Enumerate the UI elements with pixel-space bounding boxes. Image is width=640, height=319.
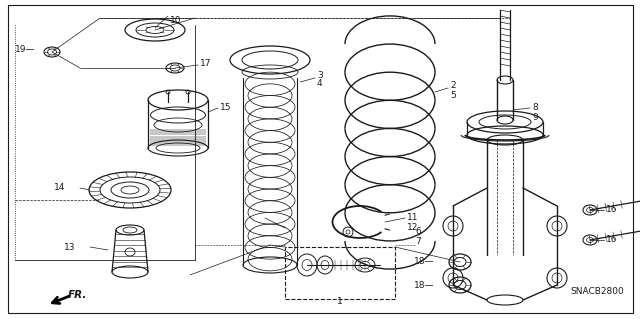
Text: 17: 17 xyxy=(200,60,211,69)
Text: 4: 4 xyxy=(317,79,323,88)
Text: 16: 16 xyxy=(606,204,618,213)
Text: 14: 14 xyxy=(54,183,65,192)
Text: 18—: 18— xyxy=(413,257,434,266)
Text: 16: 16 xyxy=(606,234,618,243)
Text: 7: 7 xyxy=(415,238,420,247)
Text: SNACB2800: SNACB2800 xyxy=(570,287,624,296)
Text: 5: 5 xyxy=(450,91,456,100)
Text: 11: 11 xyxy=(407,213,419,222)
Text: FR.: FR. xyxy=(68,290,88,300)
Text: 9: 9 xyxy=(532,113,538,122)
Bar xyxy=(285,247,395,299)
Text: 10: 10 xyxy=(170,16,182,25)
Text: 8: 8 xyxy=(532,102,538,112)
Text: 2: 2 xyxy=(450,81,456,91)
Text: 13: 13 xyxy=(63,242,75,251)
Text: 15: 15 xyxy=(220,102,232,112)
Text: 19—: 19— xyxy=(15,46,35,55)
Text: 18—: 18— xyxy=(413,280,434,290)
Text: 1: 1 xyxy=(337,296,343,306)
Text: 12: 12 xyxy=(407,222,419,232)
Text: 3: 3 xyxy=(317,71,323,80)
Text: 6: 6 xyxy=(415,227,420,236)
